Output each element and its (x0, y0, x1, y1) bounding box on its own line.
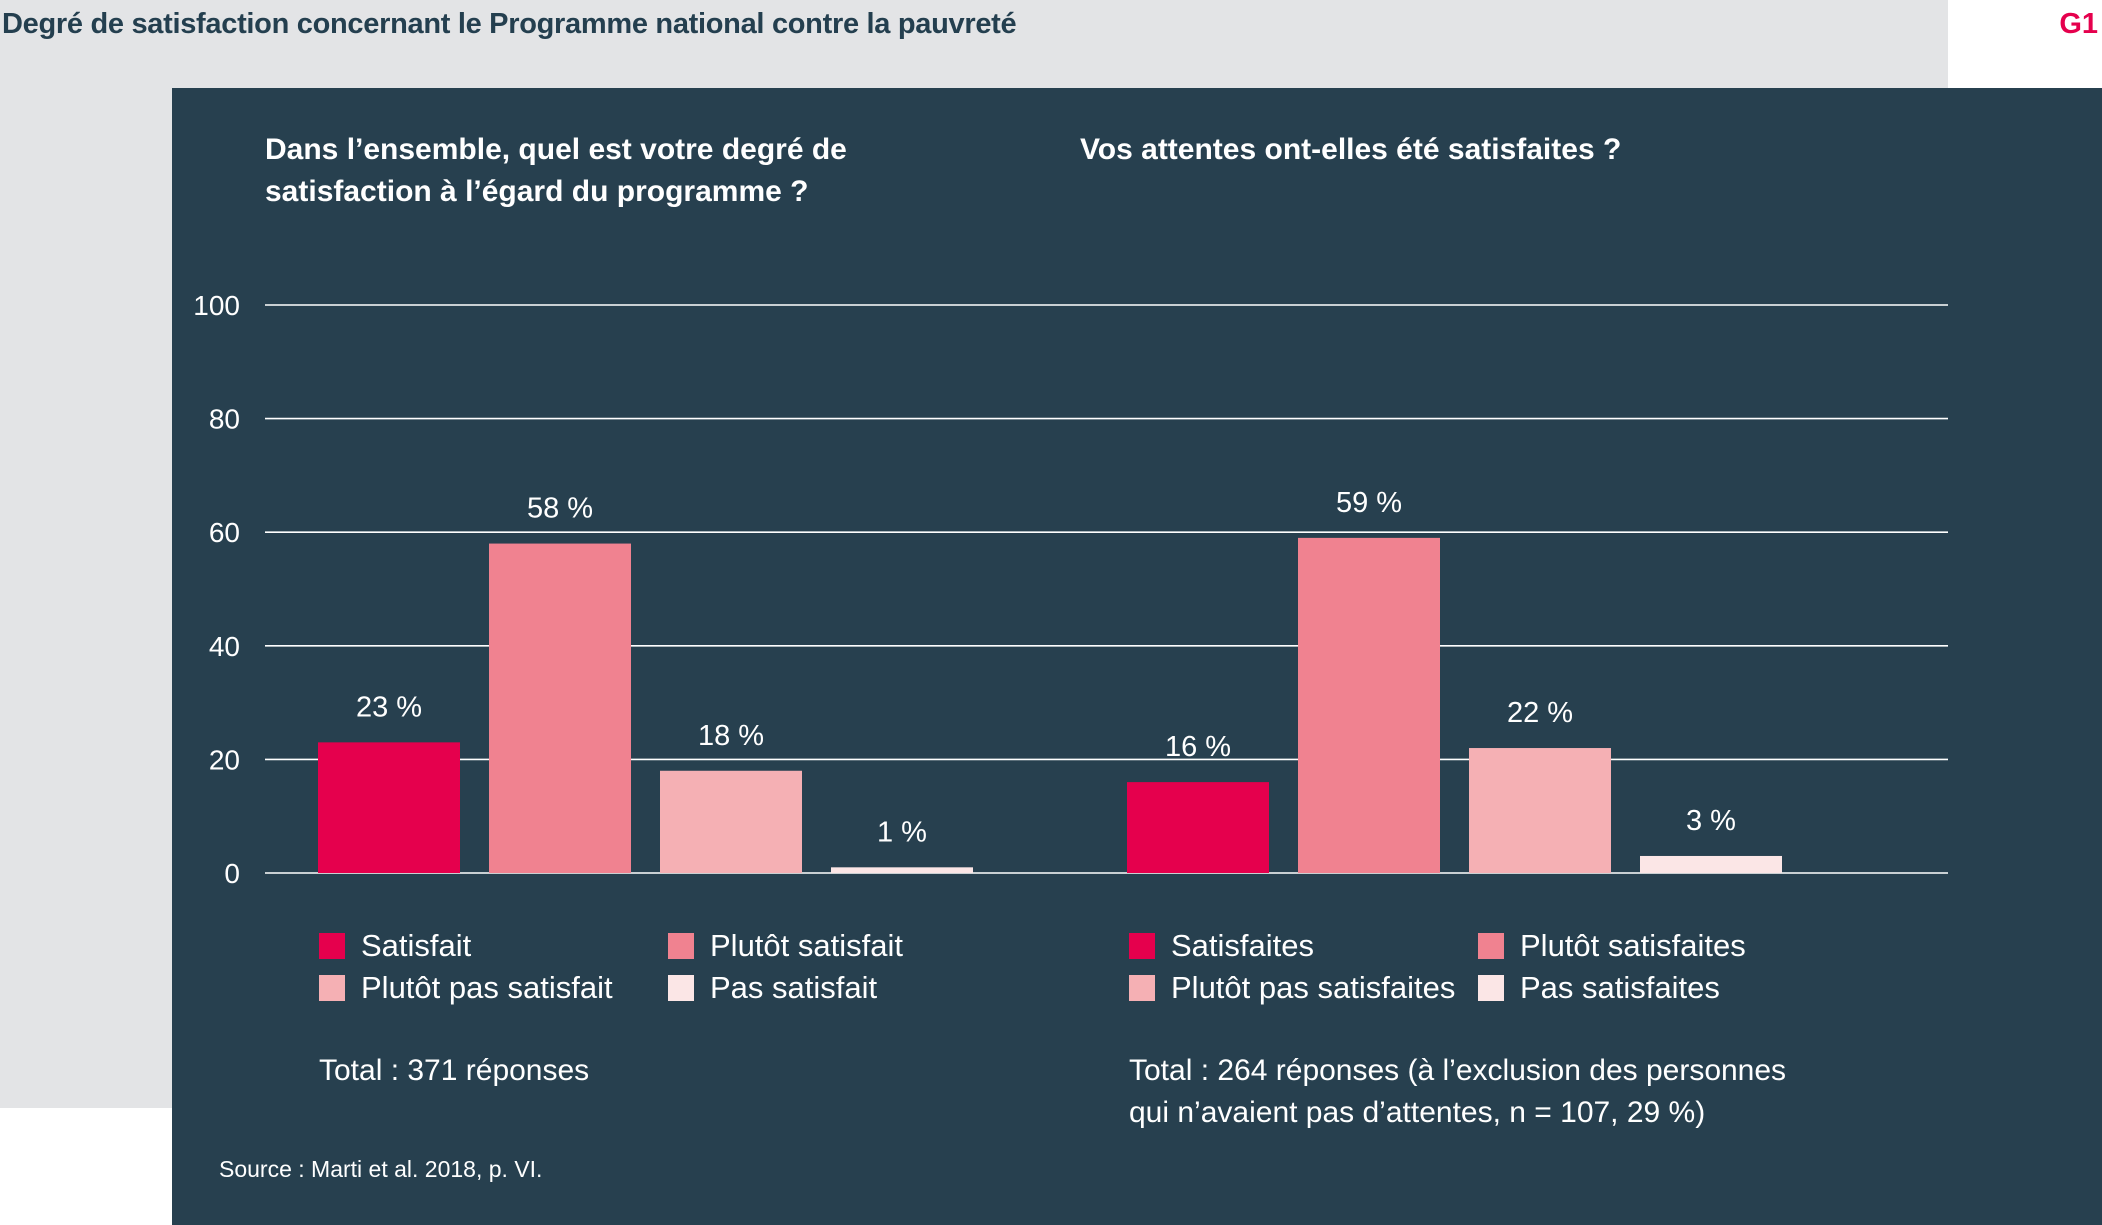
chart-2-bar-2 (1298, 537, 1440, 873)
chart-1-bar-4 (831, 867, 973, 873)
chart-1-bar-1 (318, 742, 460, 873)
legend-label: Satisfait (361, 928, 472, 963)
chart-2-legend-item-3: Plutôt pas satisfaites (1129, 970, 1455, 1006)
chart-2-value-label-1: 16 % (1165, 731, 1231, 763)
y-tick-label-60: 60 (209, 517, 240, 548)
chart-2-bar-4 (1640, 855, 1782, 873)
legend-swatch (319, 975, 345, 1001)
chart-2-bar-3 (1469, 748, 1611, 873)
legend-label: Plutôt satisfait (710, 928, 903, 963)
legend-swatch (1478, 975, 1504, 1001)
y-tick-label-100: 100 (193, 290, 240, 321)
figure-code: G1 (2059, 8, 2098, 40)
legend-swatch (1129, 933, 1155, 959)
chart-1-value-label-4: 1 % (877, 816, 927, 848)
y-tick-label-0: 0 (224, 858, 240, 889)
legend-swatch (1478, 933, 1504, 959)
chart-2-value-label-4: 3 % (1686, 805, 1736, 837)
figure-title: Degré de satisfaction concernant le Prog… (2, 8, 1017, 40)
legend-label: Pas satisfaites (1520, 970, 1720, 1005)
chart-1-total-note: Total : 371 réponses (319, 1054, 590, 1087)
chart-2-note-line-1: Total : 264 réponses (à l’exclusion des … (1129, 1054, 1787, 1087)
chart-2-bar-1 (1127, 782, 1269, 873)
legend-swatch (319, 933, 345, 959)
chart-2-legend-item-1: Satisfaites (1129, 928, 1314, 964)
chart-2-legend-item-2: Plutôt satisfaites (1478, 928, 1746, 964)
chart-1-legend-item-2: Plutôt satisfait (668, 928, 903, 964)
chart-2-value-label-3: 22 % (1507, 697, 1573, 729)
legend-label: Satisfaites (1171, 928, 1315, 963)
legend-label: Pas satisfait (710, 970, 878, 1005)
y-tick-label-80: 80 (209, 404, 240, 435)
chart-2-legend-item-4: Pas satisfaites (1478, 970, 1720, 1006)
chart-1-value-label-1: 23 % (356, 691, 422, 723)
chart-1-bar-3 (660, 770, 802, 873)
chart-1-bar-2 (489, 543, 631, 873)
chart-2-title: Vos attentes ont-elles été satisfaites ? (1080, 133, 1622, 166)
chart-1-legend-item-4: Pas satisfait (668, 970, 877, 1006)
y-tick-label-40: 40 (209, 631, 240, 662)
chart-1-title: Dans l’ensemble, quel est votre degré de… (265, 133, 847, 208)
legend-label: Plutôt satisfaites (1520, 928, 1746, 963)
source-note: Source : Marti et al. 2018, p. VI. (219, 1156, 543, 1182)
legend-label: Plutôt pas satisfaites (1171, 970, 1456, 1005)
y-tick-label-20: 20 (209, 744, 240, 775)
chart-2-value-label-2: 59 % (1336, 487, 1402, 519)
legend-swatch (1129, 975, 1155, 1001)
chart-2-note-line-2: qui n’avaient pas d’attentes, n = 107, 2… (1129, 1096, 1706, 1129)
legend-swatch (668, 975, 694, 1001)
chart-1-legend-item-1: Satisfait (319, 928, 471, 964)
legend-swatch (668, 933, 694, 959)
chart-1-legend-item-3: Plutôt pas satisfait (319, 970, 613, 1006)
legend-label: Plutôt pas satisfait (361, 970, 613, 1005)
chart-1-value-label-2: 58 % (527, 493, 593, 525)
chart-1-value-label-3: 18 % (698, 720, 764, 752)
chart-2-total-note: Total : 264 réponses (à l’exclusion des … (1129, 1050, 1786, 1134)
